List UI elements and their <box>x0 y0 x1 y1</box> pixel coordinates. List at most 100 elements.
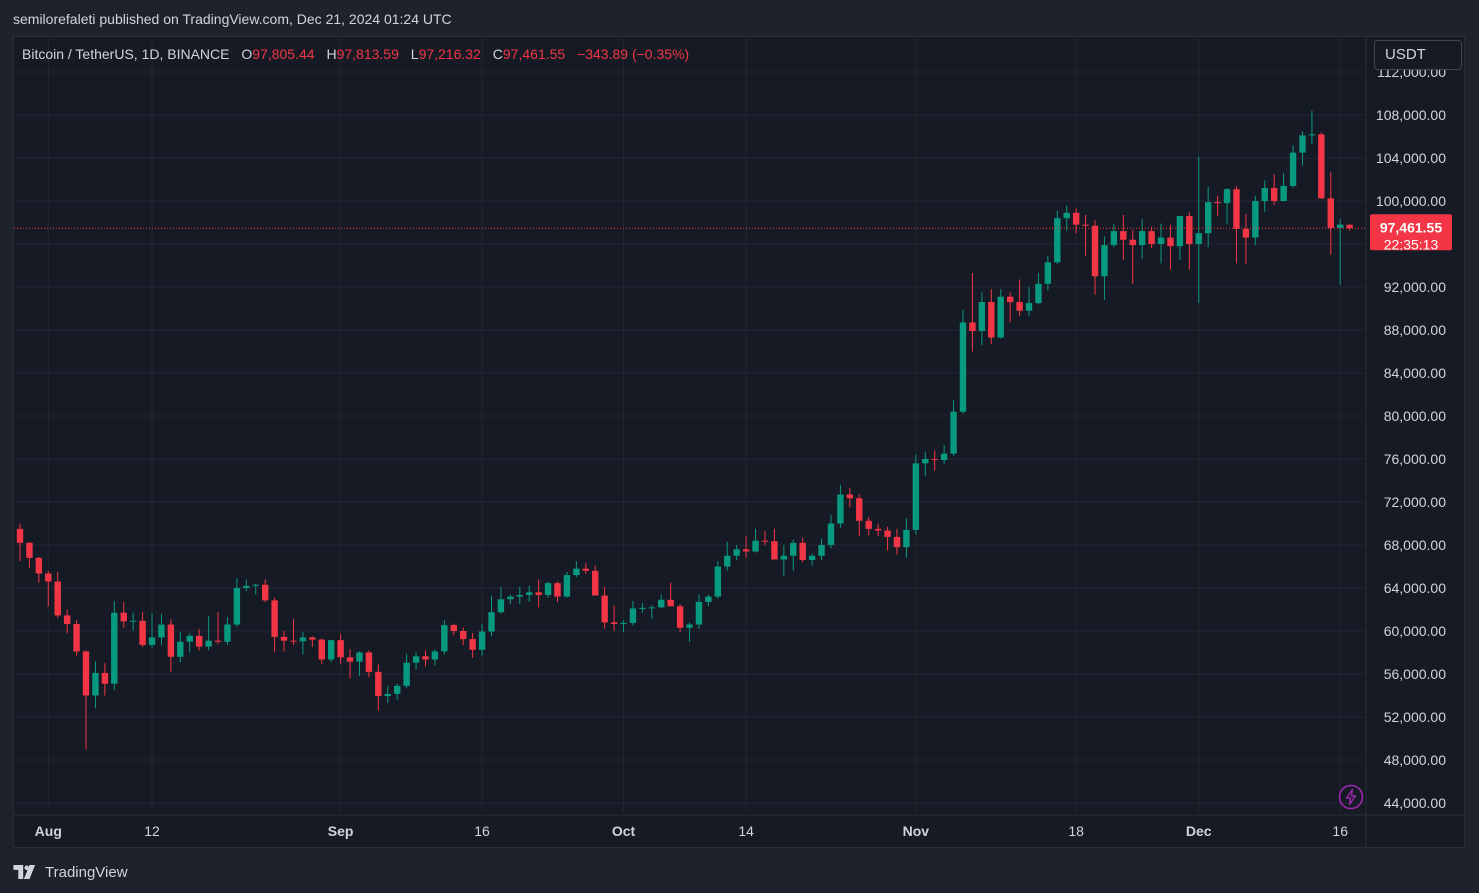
candle-body <box>1327 198 1334 228</box>
candle <box>1318 132 1325 199</box>
candle-body <box>497 599 505 613</box>
candle <box>827 514 835 549</box>
candle-body <box>827 523 835 545</box>
grid-lines <box>14 36 1464 847</box>
time-axis: Aug 12 Sep 16 Oct 14 Nov 18 Dec 16 <box>35 823 1349 839</box>
candle-body <box>233 588 241 625</box>
candle-body <box>1063 212 1070 219</box>
candle <box>1129 230 1136 284</box>
candle-body <box>1261 188 1268 201</box>
candle <box>1063 205 1070 232</box>
candle-body <box>1299 135 1306 153</box>
candle <box>73 620 80 656</box>
candle <box>544 581 552 598</box>
candle-body <box>1054 218 1061 263</box>
candle <box>148 613 156 649</box>
candle <box>299 632 307 655</box>
candle <box>1195 156 1202 304</box>
candle <box>790 539 797 571</box>
candle-body <box>214 640 222 642</box>
candle-body <box>54 581 61 616</box>
candle <box>1016 279 1023 317</box>
candle <box>1252 195 1259 246</box>
candle <box>35 556 43 583</box>
candle <box>394 683 401 700</box>
candle-body <box>799 542 806 561</box>
candle-body <box>742 549 750 552</box>
candle-body <box>1318 134 1325 199</box>
candle-body <box>1129 239 1136 246</box>
candle <box>403 653 410 688</box>
candle <box>874 523 882 537</box>
x-tick-label: 18 <box>1068 823 1084 839</box>
footer-brand: TradingView <box>45 863 128 881</box>
x-tick-label: Nov <box>903 823 930 839</box>
candle-body <box>695 601 703 625</box>
candle-body <box>837 494 844 524</box>
candle <box>714 561 722 599</box>
candle <box>676 604 684 633</box>
candle <box>1138 219 1146 260</box>
candle <box>290 619 297 645</box>
y-tick-label: 72,000.00 <box>1384 494 1446 510</box>
candle-body <box>912 463 920 530</box>
candle-body <box>1195 233 1202 244</box>
candle-body <box>488 612 495 632</box>
candle-body <box>629 608 637 623</box>
candle-body <box>1223 189 1231 204</box>
candle <box>309 636 316 648</box>
candle-body <box>394 685 401 694</box>
candle <box>431 649 439 666</box>
x-tick-label: Sep <box>328 823 354 839</box>
candle-body <box>120 612 127 622</box>
candle-body <box>761 540 769 542</box>
candle <box>1120 214 1127 261</box>
y-tick-label: 108,000.00 <box>1376 107 1446 123</box>
tradingview-logo-icon <box>13 865 36 879</box>
candle-body <box>271 600 278 637</box>
candle <box>158 613 165 645</box>
candle <box>129 612 137 631</box>
candle <box>865 517 872 536</box>
candle-body <box>563 575 571 597</box>
y-tick-label: 88,000.00 <box>1384 322 1446 338</box>
candle <box>610 605 618 631</box>
candle <box>356 651 363 677</box>
candle <box>1214 195 1221 217</box>
candle-body <box>592 570 599 596</box>
lightning-bolt-icon[interactable] <box>1338 784 1364 810</box>
y-tick-label: 64,000.00 <box>1384 580 1446 596</box>
candle-body <box>639 607 646 609</box>
candle <box>488 595 495 637</box>
chart-pane[interactable] <box>13 36 1465 848</box>
candle-body <box>686 624 693 628</box>
candle <box>318 638 325 665</box>
candle <box>1091 220 1099 295</box>
candle-body <box>1233 189 1240 229</box>
candle <box>563 571 571 598</box>
x-tick-label: 16 <box>1332 823 1348 839</box>
candle-body <box>139 620 146 645</box>
candle-body <box>261 584 269 601</box>
candle <box>233 578 241 627</box>
y-tick-label: 48,000.00 <box>1384 752 1446 768</box>
candle <box>507 594 514 605</box>
candle-body <box>365 652 373 672</box>
candle <box>535 579 542 608</box>
candle-body <box>1308 134 1316 136</box>
candle-body <box>252 584 259 586</box>
y-tick-label: 76,000.00 <box>1384 451 1446 467</box>
currency-button[interactable]: USDT <box>1374 40 1462 70</box>
candle-body <box>846 494 854 499</box>
candle-body <box>959 322 967 412</box>
candle-body <box>327 640 335 660</box>
candle-body <box>1242 228 1250 238</box>
candle-body <box>403 662 410 686</box>
candle <box>1280 173 1287 201</box>
high-label: H <box>326 46 337 62</box>
candle-body <box>1044 262 1052 284</box>
x-tick-label: Aug <box>35 823 62 839</box>
candle-body <box>148 637 156 645</box>
candle <box>959 309 967 414</box>
